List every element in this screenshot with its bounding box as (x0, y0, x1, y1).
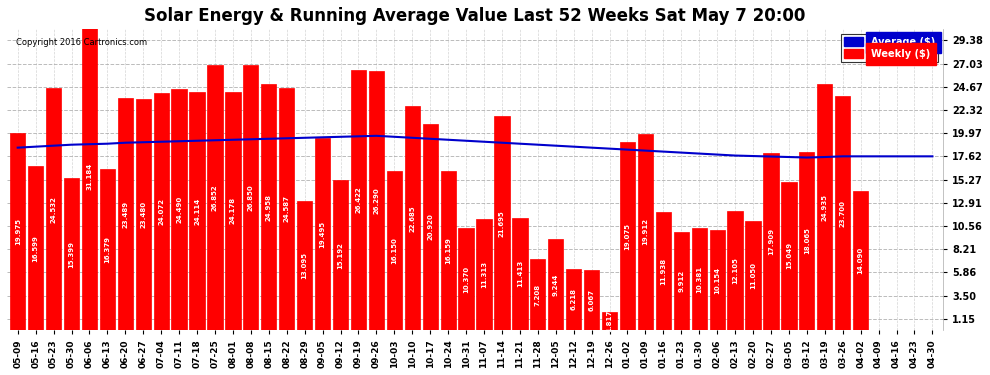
Text: 24.935: 24.935 (822, 194, 828, 220)
Text: 10.370: 10.370 (463, 266, 469, 292)
Bar (799, 152, 815, 330)
Bar (655, 212, 671, 330)
Bar (423, 124, 438, 330)
Text: 24.178: 24.178 (230, 197, 236, 225)
Text: 11.413: 11.413 (517, 260, 523, 288)
Text: 24.114: 24.114 (194, 198, 200, 225)
Bar (566, 269, 581, 330)
Text: 12.105: 12.105 (733, 257, 739, 284)
Text: 10.154: 10.154 (714, 267, 720, 294)
Bar (763, 153, 778, 330)
Text: 26.422: 26.422 (355, 186, 361, 213)
Bar (171, 88, 187, 330)
Text: 20.920: 20.920 (428, 213, 434, 240)
Bar (46, 88, 61, 330)
Bar (548, 239, 563, 330)
Text: 6.218: 6.218 (570, 288, 577, 310)
Text: 11.938: 11.938 (660, 258, 666, 285)
Bar (153, 93, 169, 330)
Bar (10, 133, 26, 330)
Text: 14.090: 14.090 (857, 247, 863, 274)
Text: 24.532: 24.532 (50, 196, 56, 223)
Text: 24.587: 24.587 (284, 195, 290, 222)
Bar (369, 71, 384, 330)
Text: 24.490: 24.490 (176, 196, 182, 223)
Text: 19.912: 19.912 (643, 219, 648, 246)
Text: 17.909: 17.909 (768, 228, 774, 255)
Bar (781, 182, 797, 330)
Text: 15.399: 15.399 (68, 241, 74, 268)
Text: 11.313: 11.313 (481, 261, 487, 288)
Text: 23.480: 23.480 (141, 201, 147, 228)
Bar (387, 171, 402, 330)
Bar (350, 69, 366, 330)
Bar (315, 138, 331, 330)
Bar (494, 116, 510, 330)
Bar (405, 106, 420, 330)
Bar (207, 65, 223, 330)
Bar (745, 221, 760, 330)
Text: 18.065: 18.065 (804, 228, 810, 255)
Text: 15.192: 15.192 (338, 242, 344, 268)
Bar (710, 230, 725, 330)
Bar (836, 96, 850, 330)
Text: 26.850: 26.850 (248, 184, 253, 211)
Text: 1.817: 1.817 (607, 310, 613, 332)
Bar (512, 217, 528, 330)
Text: 26.852: 26.852 (212, 184, 218, 211)
Text: Copyright 2016 Cartronics.com: Copyright 2016 Cartronics.com (16, 38, 148, 47)
Bar (82, 22, 97, 330)
Text: 13.095: 13.095 (302, 252, 308, 279)
Bar (476, 219, 492, 330)
Bar (261, 84, 276, 330)
Bar (333, 180, 348, 330)
Bar (279, 88, 294, 330)
Text: 16.379: 16.379 (104, 236, 110, 263)
Text: 9.244: 9.244 (552, 273, 558, 296)
Text: 16.150: 16.150 (391, 237, 397, 264)
Text: 15.049: 15.049 (786, 242, 792, 270)
Bar (244, 65, 258, 330)
Text: 21.695: 21.695 (499, 210, 505, 237)
Bar (118, 99, 133, 330)
Bar (602, 312, 617, 330)
Text: 23.700: 23.700 (840, 200, 845, 227)
Bar (853, 191, 868, 330)
Text: 24.958: 24.958 (265, 194, 272, 220)
Bar (673, 232, 689, 330)
Bar (297, 201, 312, 330)
Text: 31.184: 31.184 (86, 163, 92, 190)
Bar (584, 270, 599, 330)
Text: 19.495: 19.495 (320, 220, 326, 248)
Bar (226, 92, 241, 330)
Bar (620, 142, 636, 330)
Bar (100, 169, 115, 330)
Text: 16.599: 16.599 (33, 235, 39, 262)
Text: 26.290: 26.290 (373, 187, 379, 214)
Text: 19.075: 19.075 (625, 223, 631, 250)
Bar (817, 84, 833, 330)
Bar (728, 211, 742, 330)
Bar (441, 171, 455, 330)
Bar (638, 134, 653, 330)
Legend: Average ($), Weekly ($): Average ($), Weekly ($) (841, 34, 939, 62)
Bar (64, 178, 79, 330)
Text: 9.912: 9.912 (678, 270, 684, 292)
Bar (458, 228, 473, 330)
Text: 19.975: 19.975 (15, 218, 21, 245)
Bar (531, 259, 545, 330)
Text: 11.050: 11.050 (750, 262, 756, 289)
Bar (28, 166, 44, 330)
Bar (189, 92, 205, 330)
Text: 16.159: 16.159 (446, 237, 451, 264)
Text: 23.489: 23.489 (123, 201, 129, 228)
Text: 6.067: 6.067 (589, 289, 595, 311)
Title: Solar Energy & Running Average Value Last 52 Weeks Sat May 7 20:00: Solar Energy & Running Average Value Las… (145, 7, 806, 25)
Bar (136, 99, 150, 330)
Text: 7.208: 7.208 (535, 284, 541, 306)
Text: 24.072: 24.072 (158, 198, 164, 225)
Text: 10.381: 10.381 (696, 266, 702, 292)
Text: 22.685: 22.685 (409, 205, 415, 232)
Bar (692, 228, 707, 330)
